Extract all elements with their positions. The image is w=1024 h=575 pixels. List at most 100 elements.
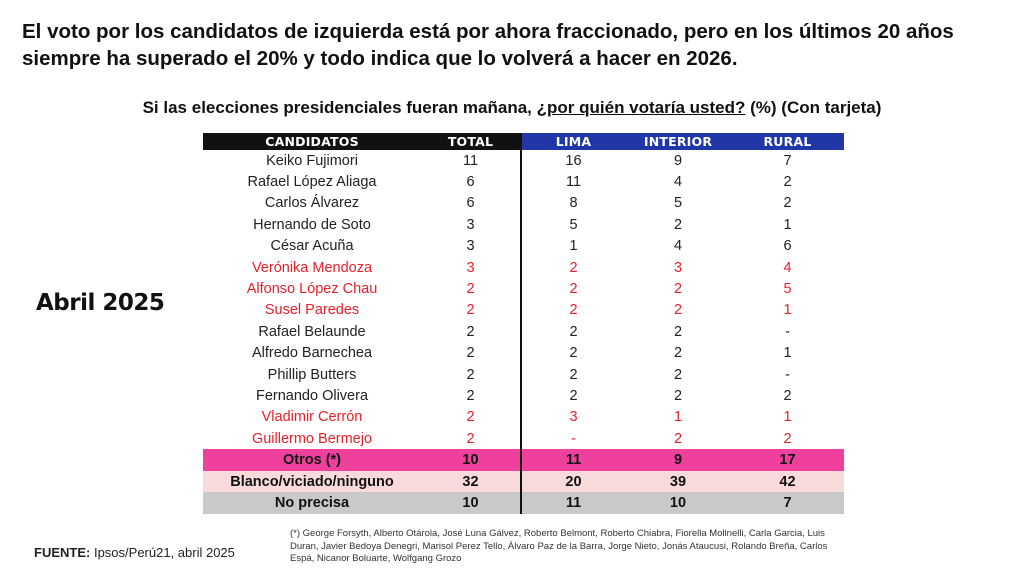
cell-lima: 2 xyxy=(520,342,625,364)
cell-total: 10 xyxy=(421,449,521,471)
candidate-name: Alfredo Barnechea xyxy=(251,345,373,362)
cell-interior: 2 xyxy=(673,430,683,447)
cell-lima: 2 xyxy=(520,299,625,322)
period-label: Abril 2025 xyxy=(36,290,165,316)
candidate-name: Guillermo Bermejo xyxy=(251,430,373,447)
table-header-row: CANDIDATOS TOTAL LIMA INTERIOR RURAL xyxy=(203,133,844,150)
subtitle-question: ¿por quién votaría usted? xyxy=(536,98,746,117)
table-row: Blanco/viciado/ninguno 32 20 39 42 xyxy=(203,470,844,493)
cell-rural: 7 xyxy=(783,152,792,169)
table-row: Fernando Olivera 2 2 2 2 xyxy=(203,385,844,407)
table-row: Otros (*) 10 11 9 17 xyxy=(203,449,844,471)
candidate-name: Vladimir Cerrón xyxy=(261,409,363,426)
cell-total: 32 xyxy=(421,470,521,493)
cell-rural: 2 xyxy=(783,430,792,447)
cell-lima: - xyxy=(520,428,625,450)
cell-rural: 4 xyxy=(783,259,792,276)
candidate-name: No precisa xyxy=(203,492,421,514)
cell-rural: 7 xyxy=(731,492,844,514)
table-row: No precisa 10 11 10 7 xyxy=(203,492,844,514)
cell-interior: 2 xyxy=(673,366,683,383)
cell-total: 2 xyxy=(466,323,475,340)
cell-rural: - xyxy=(785,323,790,340)
cell-lima: 20 xyxy=(520,470,625,493)
candidate-name: Susel Paredes xyxy=(264,302,360,319)
footnote: (*) George Forsyth, Alberto Otárola, Jos… xyxy=(290,528,828,564)
cell-rural: 1 xyxy=(783,216,792,233)
table-row: Phillip Butters 2 2 2 - xyxy=(203,363,844,386)
candidate-name: Otros (*) xyxy=(203,449,421,471)
table-body: Keiko Fujimori 11 16 9 7 Rafael López Aliaga 6… xyxy=(203,150,844,514)
cell-lima: 2 xyxy=(520,256,625,279)
cell-interior: 39 xyxy=(625,470,731,493)
cell-lima: 8 xyxy=(520,192,625,215)
cell-lima: 2 xyxy=(520,385,625,407)
cell-interior: 9 xyxy=(673,152,683,169)
cell-total: 2 xyxy=(466,387,475,404)
cell-total: 11 xyxy=(462,152,479,169)
cell-total: 3 xyxy=(466,259,475,276)
cell-interior: 3 xyxy=(673,259,683,276)
cell-lima: 2 xyxy=(520,278,625,300)
cell-total: 6 xyxy=(466,174,475,191)
cell-lima: 2 xyxy=(520,321,625,343)
table-row: Rafael Belaunde 2 2 2 - xyxy=(203,321,844,343)
header-total: TOTAL xyxy=(421,133,521,150)
candidate-name: Fernando Olivera xyxy=(255,387,369,404)
table-row: Rafael López Aliaga 6 11 4 2 xyxy=(203,171,844,193)
cell-interior: 4 xyxy=(673,238,683,255)
source-label: FUENTE: xyxy=(34,545,91,560)
table-row: Carlos Álvarez 6 8 5 2 xyxy=(203,192,844,215)
cell-lima: 3 xyxy=(520,406,625,429)
cell-interior: 2 xyxy=(673,216,683,233)
candidate-name: Rafael Belaunde xyxy=(258,323,366,340)
cell-rural: 1 xyxy=(783,302,792,319)
header-lima: LIMA xyxy=(520,133,625,150)
candidate-name: Rafael López Aliaga xyxy=(247,174,377,191)
table-row: Hernando de Soto 3 5 2 1 xyxy=(203,214,844,236)
candidate-name: Keiko Fujimori xyxy=(266,152,358,169)
cell-interior: 2 xyxy=(673,323,683,340)
candidate-name: Hernando de Soto xyxy=(253,216,371,233)
cell-interior: 9 xyxy=(625,449,731,471)
cell-total: 10 xyxy=(421,492,521,514)
candidate-name: Alfonso López Chau xyxy=(246,281,378,298)
table-row: Guillermo Bermejo 2 - 2 2 xyxy=(203,428,844,450)
cell-interior: 2 xyxy=(673,281,683,298)
cell-rural: 17 xyxy=(731,449,844,471)
table-subtitle: Si las elecciones presidenciales fueran … xyxy=(0,98,1024,118)
source-text: Ipsos/Perú21, abril 2025 xyxy=(93,545,235,560)
candidate-name: Verónika Mendoza xyxy=(251,259,373,276)
table-row: Verónika Mendoza 3 2 3 4 xyxy=(203,256,844,279)
header-candidatos: CANDIDATOS xyxy=(203,133,421,150)
table-row: César Acuña 3 1 4 6 xyxy=(203,235,844,257)
cell-interior: 2 xyxy=(673,345,683,362)
cell-lima: 1 xyxy=(520,235,625,257)
cell-interior: 1 xyxy=(673,409,683,426)
cell-rural: 5 xyxy=(783,281,792,298)
candidate-name: Carlos Álvarez xyxy=(264,195,360,212)
cell-lima: 2 xyxy=(520,363,625,386)
cell-rural: 2 xyxy=(783,195,792,212)
table-row: Keiko Fujimori 11 16 9 7 xyxy=(203,150,844,172)
table-row: Alfredo Barnechea 2 2 2 1 xyxy=(203,342,844,364)
cell-total: 6 xyxy=(466,195,475,212)
cell-total: 2 xyxy=(466,409,475,426)
cell-lima: 5 xyxy=(520,214,625,236)
header-rural: RURAL xyxy=(731,133,844,150)
candidate-name: Phillip Butters xyxy=(267,366,357,383)
source-note: FUENTE: Ipsos/Perú21, abril 2025 xyxy=(34,545,235,560)
cell-rural: 2 xyxy=(783,174,792,191)
cell-interior: 5 xyxy=(673,195,683,212)
subtitle-suffix: (%) (Con tarjeta) xyxy=(750,98,882,117)
candidate-name: Blanco/viciado/ninguno xyxy=(203,470,421,493)
cell-interior: 2 xyxy=(673,302,683,319)
table-row: Alfonso López Chau 2 2 2 5 xyxy=(203,278,844,300)
subtitle-prefix: Si las elecciones presidenciales fueran … xyxy=(142,98,532,117)
header-interior: INTERIOR xyxy=(625,133,731,150)
headline: El voto por los candidatos de izquierda … xyxy=(22,20,954,70)
cell-rural: 2 xyxy=(783,387,792,404)
cell-total: 2 xyxy=(466,366,475,383)
candidate-name: César Acuña xyxy=(270,238,354,255)
cell-total: 2 xyxy=(466,430,475,447)
